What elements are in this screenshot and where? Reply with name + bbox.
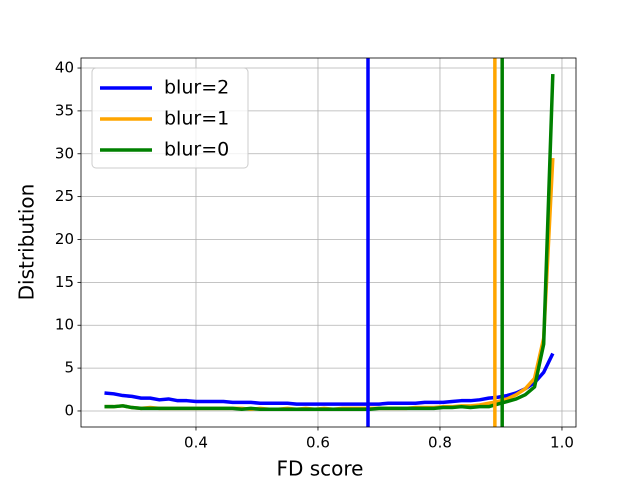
y-tick-label: 40 (55, 59, 74, 77)
data-line (104, 73, 555, 411)
legend-label: blur=0 (164, 139, 229, 161)
x-tick-label: 0.4 (184, 434, 208, 452)
y-axis-label: Distribution (15, 184, 39, 301)
y-tick-label: 30 (55, 144, 74, 162)
x-axis-label: FD score (276, 457, 363, 480)
y-tick-label: 0 (64, 401, 74, 419)
x-tick-label: 0.6 (306, 434, 330, 452)
legend-label: blur=2 (164, 77, 229, 99)
x-tick-label: 1.0 (550, 434, 574, 452)
legend-box (91, 67, 249, 169)
data-line (104, 352, 555, 406)
y-tick-label: 5 (64, 359, 74, 377)
plot-frame (80, 57, 577, 428)
y-tick-label: 10 (55, 316, 74, 334)
y-tick-label: 20 (55, 230, 74, 248)
data-line (104, 157, 555, 411)
legend-label: blur=1 (164, 108, 229, 130)
y-tick-label: 15 (55, 273, 74, 291)
x-tick-label: 0.8 (428, 434, 452, 452)
y-tick-label: 35 (55, 101, 74, 119)
y-tick-label: 25 (55, 187, 74, 205)
